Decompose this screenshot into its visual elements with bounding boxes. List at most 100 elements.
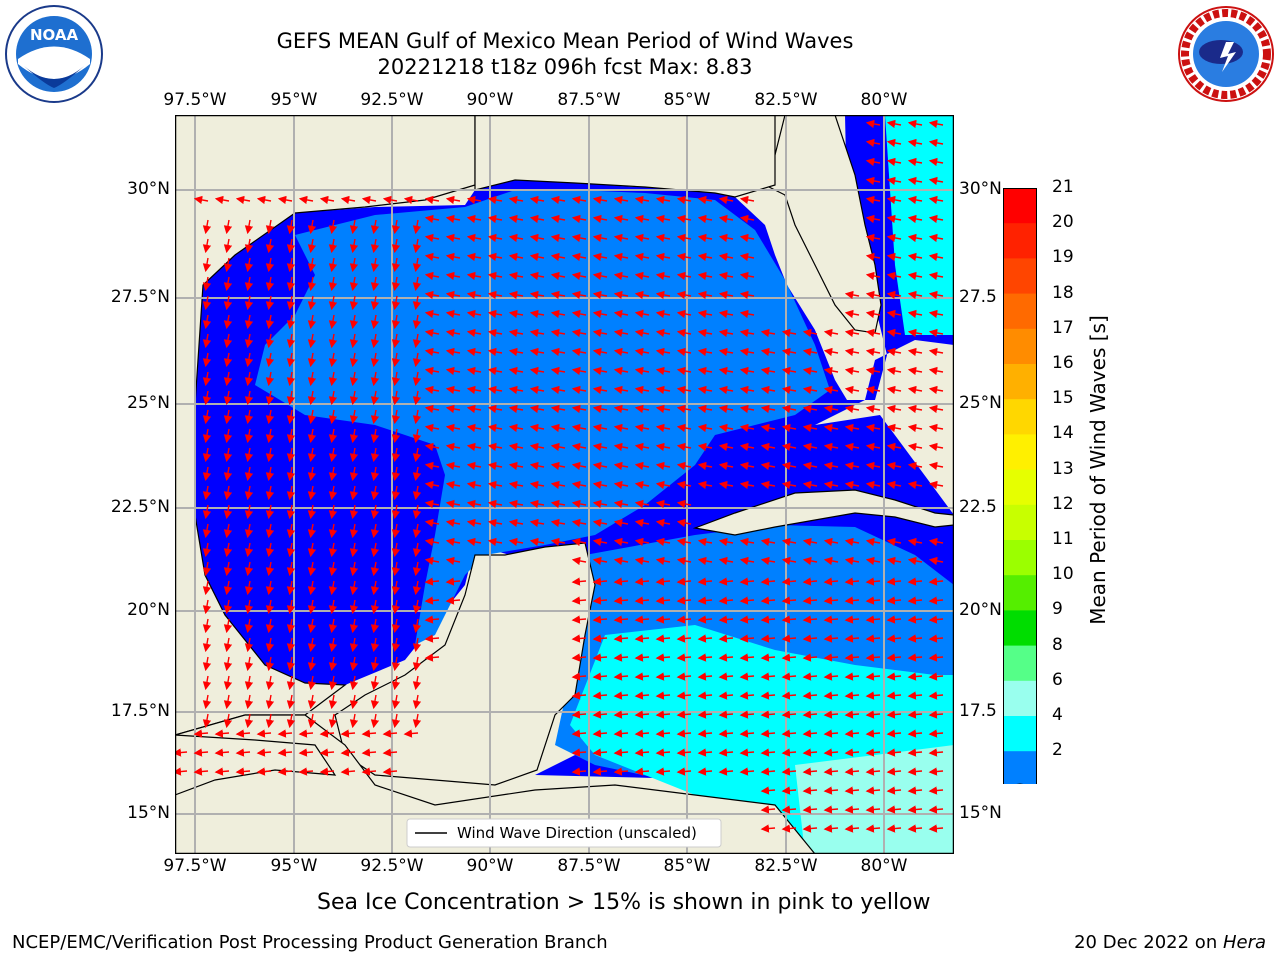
wave-direction-arrow (886, 786, 902, 795)
lon-tick-label: 87.5°W (557, 90, 621, 110)
wave-direction-arrow (865, 653, 881, 662)
wave-direction-arrow (739, 672, 755, 681)
wave-direction-arrow (907, 748, 923, 757)
wave-direction-arrow (634, 729, 650, 738)
wave-direction-arrow (886, 710, 902, 719)
wave-direction-arrow (412, 428, 422, 444)
wave-direction-arrow (424, 328, 440, 338)
wave-direction-arrow (349, 542, 359, 558)
wave-direction-arrow (307, 428, 317, 444)
wave-direction-arrow (361, 767, 377, 776)
wave-direction-arrow (697, 748, 713, 757)
wave-direction-arrow (286, 428, 296, 444)
wave-direction-arrow (676, 537, 692, 547)
wave-direction-arrow (865, 729, 881, 738)
wave-direction-arrow (223, 466, 233, 482)
wave-direction-arrow (277, 767, 293, 776)
wave-direction-arrow (718, 461, 734, 471)
wave-direction-arrow (907, 691, 923, 700)
wave-direction-arrow (391, 428, 401, 444)
wave-direction-arrow (235, 195, 251, 205)
wave-direction-arrow (676, 577, 692, 586)
wave-direction-arrow (382, 767, 398, 776)
wave-direction-arrow (349, 333, 359, 349)
wave-direction-arrow (412, 352, 422, 368)
wave-direction-arrow (781, 366, 797, 376)
wave-direction-arrow (886, 252, 902, 262)
wave-direction-arrow (202, 447, 212, 463)
colorbar-band (1003, 610, 1037, 647)
wave-direction-arrow (550, 537, 566, 547)
wave-direction-arrow (865, 404, 881, 414)
wave-direction-arrow (823, 404, 839, 414)
wave-direction-arrow (613, 233, 629, 243)
wave-direction-arrow (613, 461, 629, 471)
wave-direction-arrow (412, 599, 422, 615)
wave-direction-arrow (823, 672, 839, 681)
wave-direction-arrow (865, 119, 881, 129)
wave-direction-arrow (802, 691, 818, 700)
wave-direction-arrow (697, 366, 713, 376)
wave-direction-arrow (697, 596, 713, 605)
wave-direction-arrow (928, 176, 944, 186)
wave-direction-arrow (265, 542, 275, 558)
wave-direction-arrow (370, 447, 380, 463)
wave-direction-arrow (508, 252, 524, 262)
wave-direction-arrow (223, 219, 233, 235)
wave-direction-arrow (676, 290, 692, 300)
wave-direction-arrow (487, 423, 503, 433)
wave-direction-arrow (235, 767, 251, 776)
wave-direction-arrow (760, 577, 776, 586)
wave-direction-arrow (823, 537, 839, 547)
lat-tick-label: 30°N (127, 179, 170, 199)
wave-direction-arrow (202, 257, 212, 273)
wave-direction-arrow (193, 729, 209, 738)
wave-direction-arrow (571, 366, 587, 376)
wave-direction-arrow (370, 561, 380, 577)
wave-direction-arrow (328, 390, 338, 406)
wave-direction-arrow (286, 637, 296, 653)
wave-direction-arrow (370, 238, 380, 254)
wave-direction-arrow (592, 710, 608, 719)
wave-direction-arrow (391, 713, 401, 729)
wave-direction-arrow (613, 195, 629, 205)
wave-direction-arrow (412, 238, 422, 254)
wave-direction-arrow (844, 805, 860, 814)
wave-direction-arrow (349, 656, 359, 672)
wave-direction-arrow (286, 447, 296, 463)
wave-direction-arrow (676, 634, 692, 643)
wave-direction-arrow (907, 176, 923, 186)
wave-direction-arrow (370, 466, 380, 482)
wave-direction-arrow (223, 713, 233, 729)
wave-direction-arrow (244, 656, 254, 672)
wave-direction-arrow (697, 271, 713, 281)
wave-direction-arrow (466, 499, 482, 509)
wave-direction-arrow (928, 748, 944, 757)
wave-direction-arrow (613, 385, 629, 395)
wave-direction-arrow (307, 276, 317, 292)
wave-direction-arrow (739, 577, 755, 586)
wave-direction-arrow (676, 615, 692, 624)
wave-direction-arrow (328, 333, 338, 349)
wave-direction-arrow (349, 599, 359, 615)
wave-direction-arrow (802, 729, 818, 738)
wave-direction-arrow (865, 195, 881, 205)
wave-direction-arrow (550, 214, 566, 224)
wave-direction-arrow (307, 504, 317, 520)
colorbar-band (1003, 504, 1037, 541)
wave-direction-arrow (676, 347, 692, 357)
lat-tick-label-right: 15°N (959, 803, 1002, 823)
wave-direction-arrow (571, 710, 587, 719)
wave-direction-arrow (823, 653, 839, 662)
wave-direction-arrow (550, 461, 566, 471)
wave-direction-arrow (886, 556, 902, 566)
wave-direction-arrow (328, 409, 338, 425)
wave-direction-arrow (529, 309, 545, 319)
wave-direction-arrow (244, 371, 254, 387)
lon-tick-label: 97.5°W (163, 90, 227, 110)
wave-direction-arrow (718, 366, 734, 376)
lat-tick-label-right: 27.5 (959, 287, 997, 307)
wave-direction-arrow (634, 252, 650, 262)
wave-direction-arrow (529, 518, 545, 528)
wave-direction-arrow (550, 195, 566, 205)
